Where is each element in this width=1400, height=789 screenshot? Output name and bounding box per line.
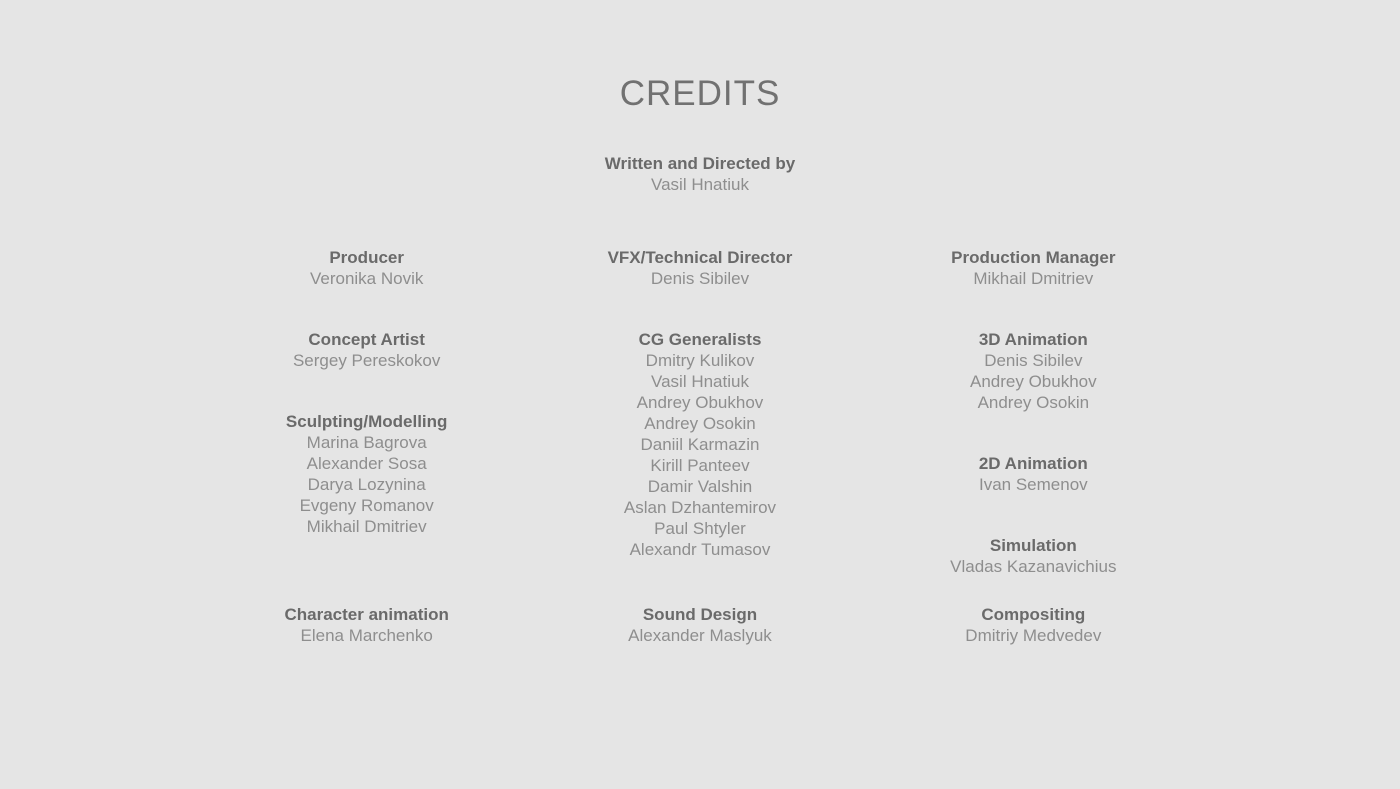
credit-name: Dmitriy Medvedev bbox=[965, 626, 1102, 645]
lead-credit-section: Written and Directed by Vasil Hnatiuk bbox=[0, 153, 1400, 195]
section-role: Concept Artist bbox=[308, 330, 425, 349]
credit-name: Veronika Novik bbox=[309, 269, 424, 288]
credit-name: Mikhail Dmitriev bbox=[973, 269, 1094, 288]
credit-section: Concept Artist Sergey Pereskokov bbox=[200, 329, 533, 371]
credit-section: CG Generalists Dmitry Kulikov Vasil Hnatiu… bbox=[533, 329, 866, 560]
credit-name: Denis Sibilev bbox=[984, 351, 1083, 370]
credit-column-right: Production Manager Mikhail Dmitriev 3D Ani… bbox=[867, 247, 1200, 646]
credit-section: Character animation Elena Marchenko bbox=[200, 604, 533, 646]
credit-name: Daniil Karmazin bbox=[640, 435, 760, 454]
page-title: CREDITS bbox=[619, 74, 781, 113]
credit-section: Compositing Dmitriy Medvedev bbox=[867, 604, 1200, 646]
section-role: Sculpting/Modelling bbox=[285, 412, 448, 431]
credit-name: Denis Sibilev bbox=[650, 269, 750, 288]
credit-section: Producer Veronika Novik bbox=[200, 247, 533, 289]
credit-name: Sergey Pereskokov bbox=[292, 351, 441, 370]
credit-columns: Producer Veronika Novik Concept Artist Serg… bbox=[200, 247, 1200, 646]
credit-name: Kirill Panteev bbox=[650, 456, 750, 475]
credit-section: Sound Design Alexander Maslyuk bbox=[533, 604, 866, 646]
section-role: Compositing bbox=[981, 605, 1086, 624]
section-role: Written and Directed by bbox=[604, 154, 796, 173]
section-role: VFX/Technical Director bbox=[607, 248, 793, 267]
credit-name: Ivan Semenov bbox=[978, 475, 1088, 494]
credit-name: Andrey Obukhov bbox=[970, 372, 1097, 391]
credit-name: Andrey Obukhov bbox=[636, 393, 764, 412]
credit-name: Andrey Osokin bbox=[977, 393, 1090, 412]
section-role: Simulation bbox=[989, 536, 1077, 555]
credit-section: VFX/Technical Director Denis Sibilev bbox=[533, 247, 866, 289]
credit-section: Sculpting/Modelling Marina Bagrova Alexand… bbox=[200, 411, 533, 537]
section-role: CG Generalists bbox=[638, 330, 762, 349]
credit-section: 2D Animation Ivan Semenov bbox=[867, 453, 1200, 495]
credit-column-left: Producer Veronika Novik Concept Artist Serg… bbox=[200, 247, 533, 646]
section-role: 3D Animation bbox=[978, 330, 1088, 349]
credit-name: Damir Valshin bbox=[647, 477, 753, 496]
credit-name: Darya Lozynina bbox=[307, 475, 426, 494]
credit-section: Simulation Vladas Kazanavichius bbox=[867, 535, 1200, 577]
section-names: Vasil Hnatiuk bbox=[0, 174, 1400, 195]
credit-name: Alexandr Tumasov bbox=[629, 540, 771, 559]
credit-name: Aslan Dzhantemirov bbox=[623, 498, 777, 517]
credit-name: Vasil Hnatiuk bbox=[651, 372, 749, 391]
credit-name: Dmitry Kulikov bbox=[645, 351, 755, 370]
credit-name: Alexander Sosa bbox=[306, 454, 427, 473]
credit-name: Mikhail Dmitriev bbox=[306, 517, 427, 536]
credit-name: Vladas Kazanavichius bbox=[950, 557, 1117, 576]
section-role: Sound Design bbox=[642, 605, 758, 624]
credit-name: Marina Bagrova bbox=[306, 433, 427, 452]
credit-name: Andrey Osokin bbox=[644, 414, 756, 433]
section-role: Production Manager bbox=[951, 248, 1116, 267]
credit-section: 3D Animation Denis Sibilev Andrey Obukhov A… bbox=[867, 329, 1200, 413]
credit-column-center: VFX/Technical Director Denis Sibilev CG Ge… bbox=[533, 247, 866, 646]
credit-name: Alexander Maslyuk bbox=[628, 626, 772, 645]
section-role: Character animation bbox=[284, 605, 449, 624]
credit-name: Paul Shtyler bbox=[654, 519, 746, 538]
credit-section: Production Manager Mikhail Dmitriev bbox=[867, 247, 1200, 289]
section-role: Producer bbox=[329, 248, 404, 267]
section-role: 2D Animation bbox=[978, 454, 1088, 473]
credit-name: Vasil Hnatiuk bbox=[651, 175, 749, 194]
credit-name: Elena Marchenko bbox=[300, 626, 433, 645]
credit-name: Evgeny Romanov bbox=[299, 496, 434, 515]
